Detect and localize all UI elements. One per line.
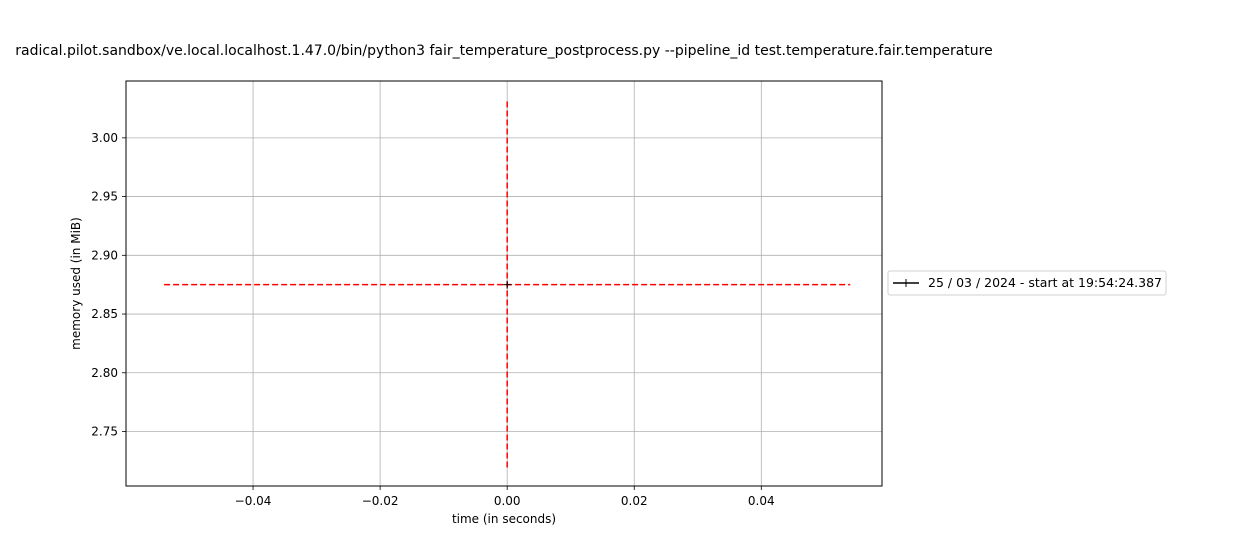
y-axis-label: memory used (in MiB): [69, 217, 83, 350]
legend-box: [887, 270, 1167, 296]
data-points: [503, 280, 512, 289]
data-point: [503, 280, 512, 289]
y-tick-label: 2.80: [91, 366, 118, 380]
x-tick-label: −0.02: [362, 494, 399, 508]
x-axis-ticks: −0.04 −0.02 0.00 0.02 0.04: [235, 486, 775, 508]
grid-lines: [126, 81, 882, 486]
x-tick-label: 0.02: [621, 494, 648, 508]
x-axis-label: time (in seconds): [452, 512, 556, 526]
y-tick-label: 2.75: [91, 424, 118, 438]
legend: 25 / 03 / 2024 - start at 19:54:24.387: [887, 270, 1167, 296]
y-tick-label: 2.90: [91, 248, 118, 262]
x-tick-label: 0.00: [494, 494, 521, 508]
y-tick-label: 3.00: [91, 131, 118, 145]
y-tick-label: 2.95: [91, 190, 118, 204]
chart-title: radical.pilot.sandbox/ve.local.localhost…: [15, 43, 992, 59]
y-axis-ticks: 2.75 2.80 2.85 2.90 2.95 3.00: [91, 131, 126, 438]
x-tick-label: 0.04: [748, 494, 775, 508]
plot-area-frame: [125, 80, 883, 487]
x-tick-label: −0.04: [235, 494, 272, 508]
legend-series-label: 25 / 03 / 2024 - start at 19:54:24.387: [928, 275, 1162, 290]
y-tick-label: 2.85: [91, 307, 118, 321]
